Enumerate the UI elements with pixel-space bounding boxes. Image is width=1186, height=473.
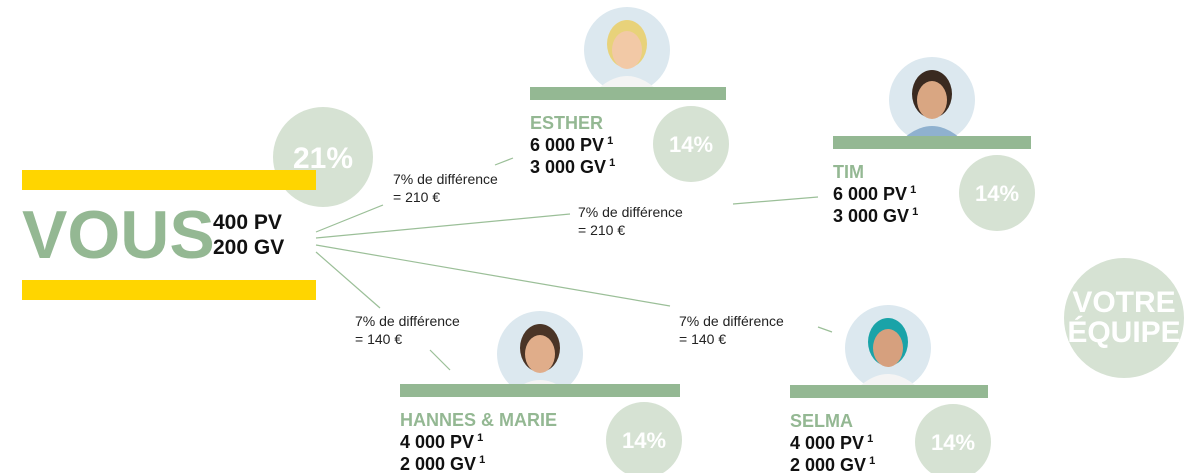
photo-face bbox=[525, 335, 555, 373]
diagram: 21% VOUS 400 PV 200 GV VOTRE ÉQUIPE ESTH… bbox=[0, 0, 1186, 473]
percent: 14% bbox=[669, 132, 713, 157]
team-line: ÉQUIPE bbox=[1067, 315, 1180, 349]
photo-face bbox=[873, 329, 903, 367]
footnote: 1 bbox=[477, 432, 483, 444]
footnote: 1 bbox=[912, 206, 918, 218]
amount: = 140 € bbox=[355, 331, 402, 347]
amount: = 210 € bbox=[393, 189, 440, 205]
gv-value: 2 000 GV bbox=[400, 454, 476, 473]
you-pv: 400 PV bbox=[213, 211, 282, 234]
you-label: VOUS bbox=[22, 197, 215, 273]
footnote: 1 bbox=[607, 135, 613, 147]
difference: 7% de différence bbox=[679, 313, 784, 329]
member-name: ESTHER bbox=[530, 113, 603, 133]
footnote: 1 bbox=[869, 455, 875, 467]
photo-face bbox=[917, 81, 947, 119]
member-name: SELMA bbox=[790, 411, 853, 431]
footnote: 1 bbox=[910, 184, 916, 196]
gv-value: 3 000 GV bbox=[530, 157, 606, 177]
yellow-bar bbox=[22, 280, 316, 300]
amount: = 140 € bbox=[679, 331, 726, 347]
photo-face bbox=[612, 31, 642, 69]
name-bar bbox=[400, 384, 680, 397]
difference: 7% de différence bbox=[578, 204, 683, 220]
team-line: VOTRE bbox=[1072, 286, 1175, 319]
percent: 14% bbox=[622, 428, 666, 453]
gv-value: 2 000 GV bbox=[790, 455, 866, 473]
member-name: TIM bbox=[833, 162, 864, 182]
you-gv: 200 GV bbox=[213, 236, 284, 259]
difference: 7% de différence bbox=[393, 171, 498, 187]
amount: = 210 € bbox=[578, 222, 625, 238]
name-bar bbox=[530, 87, 726, 100]
difference: 7% de différence bbox=[355, 313, 460, 329]
gv-value: 3 000 GV bbox=[833, 206, 909, 226]
footnote: 1 bbox=[867, 433, 873, 445]
footnote: 1 bbox=[479, 454, 485, 466]
percent: 14% bbox=[931, 430, 975, 455]
member-name: HANNES & MARIE bbox=[400, 410, 557, 430]
pv-value: 4 000 PV bbox=[400, 432, 474, 452]
pv-value: 6 000 PV bbox=[833, 184, 907, 204]
footnote: 1 bbox=[609, 157, 615, 169]
percent: 14% bbox=[975, 181, 1019, 206]
pv-value: 6 000 PV bbox=[530, 135, 604, 155]
name-bar bbox=[833, 136, 1031, 149]
yellow-bar bbox=[22, 170, 316, 190]
name-bar bbox=[790, 385, 988, 398]
pv-value: 4 000 PV bbox=[790, 433, 864, 453]
